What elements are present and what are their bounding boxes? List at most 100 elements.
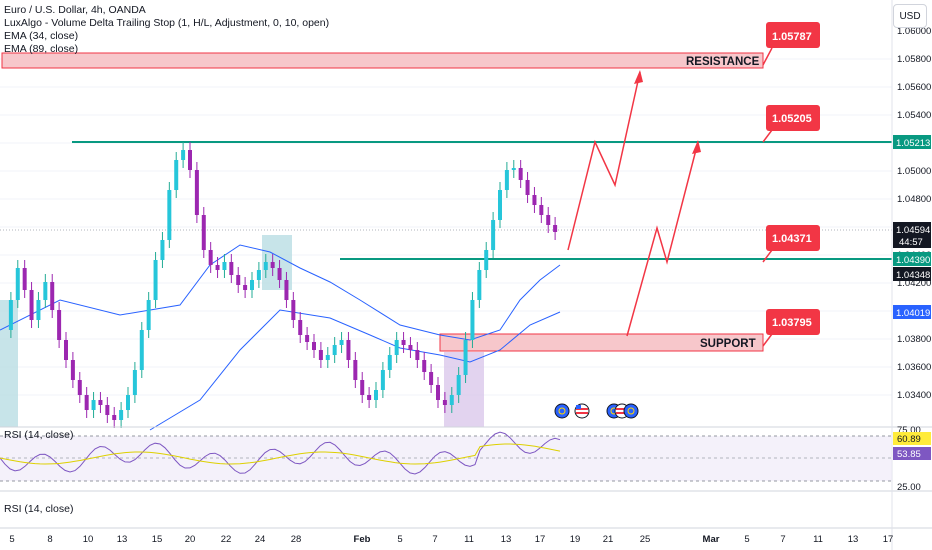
candle-body <box>539 205 544 215</box>
candle-body <box>436 385 440 400</box>
candle-body <box>380 370 385 390</box>
indicator-ema-89[interactable]: EMA (89, close) <box>4 43 79 55</box>
resistance-zone[interactable] <box>1 52 764 69</box>
resistance-zone-label: RESISTANCE <box>686 56 760 68</box>
candle-body <box>284 280 289 300</box>
eu-flag-icon[interactable] <box>554 403 570 419</box>
rsi-ma-line <box>0 443 561 465</box>
candle-body <box>8 300 13 330</box>
candle-body <box>484 250 489 270</box>
time-tick-label: 5 <box>744 534 749 545</box>
candle-body <box>463 340 468 375</box>
symbol-title[interactable]: Euro / U.S. Dollar, 4h, OANDA <box>4 4 146 16</box>
candle-body <box>64 340 68 360</box>
candle-body <box>22 268 27 290</box>
candle-body <box>415 350 420 360</box>
candle-body <box>119 410 124 420</box>
candle-body <box>470 300 475 340</box>
price-tick-label: 1.05800 <box>897 54 931 65</box>
candle-body <box>263 262 268 270</box>
price-tick-top: 1.06000 <box>897 26 931 37</box>
eu-flag-icon-3[interactable] <box>623 403 639 419</box>
time-tick-label: 19 <box>570 534 581 545</box>
candle-body <box>36 300 41 320</box>
candle-body <box>518 168 523 180</box>
support-zone[interactable] <box>439 333 764 352</box>
candle-body <box>332 345 337 355</box>
projection-arrowhead-1 <box>634 70 643 84</box>
rsi-upper-label: 75.00 <box>897 425 921 436</box>
price-tick-label: 1.05000 <box>897 166 931 177</box>
svg-text:1.04348: 1.04348 <box>896 270 930 281</box>
time-tick-label: Mar <box>703 534 720 545</box>
svg-text:1.05787: 1.05787 <box>772 31 812 43</box>
indicator-trailing-stop[interactable]: LuxAlgo - Volume Delta Trailing Stop (1,… <box>4 17 330 29</box>
time-tick-label: 15 <box>152 534 163 545</box>
candle-body <box>394 340 399 355</box>
candle-body <box>174 160 179 190</box>
price-tick-label: 1.03800 <box>897 334 931 345</box>
callout-4[interactable]: 1.03795 <box>762 309 820 347</box>
indicator-rsi[interactable]: RSI (14, close) <box>4 429 74 441</box>
candle-body <box>339 340 344 345</box>
currency-button[interactable]: USD <box>893 4 927 28</box>
candle-body <box>15 268 20 300</box>
svg-text:1.04390: 1.04390 <box>896 255 930 266</box>
candle-body <box>456 375 461 395</box>
time-tick-label: 7 <box>780 534 785 545</box>
svg-text:1.04594: 1.04594 <box>896 225 930 236</box>
candle-body <box>43 282 48 300</box>
indicator-rsi-pane-2[interactable]: RSI (14, close) <box>4 503 74 515</box>
price-tick-label: 1.03600 <box>897 362 931 373</box>
candle-body <box>346 340 351 360</box>
svg-text:1.04019: 1.04019 <box>896 308 930 319</box>
candle-body <box>194 170 199 215</box>
candle-body <box>442 400 447 405</box>
candle-body <box>532 195 537 205</box>
time-tick-label: 22 <box>221 534 232 545</box>
price-tick-label: 1.04800 <box>897 194 931 205</box>
rsi-yellow-tag: 60.89 <box>893 432 931 445</box>
last-price-tag: 1.04594 44:57 <box>893 222 931 248</box>
rsi-line <box>0 431 561 475</box>
candle-body <box>132 370 137 395</box>
candle-body <box>498 190 502 220</box>
ema-34-line <box>0 244 561 341</box>
candle-body <box>353 360 358 380</box>
svg-text:60.89: 60.89 <box>897 434 921 445</box>
svg-text:53.85: 53.85 <box>897 449 921 460</box>
time-tick-label: 5 <box>397 534 402 545</box>
projection-arrowhead-2 <box>692 140 701 154</box>
callout-1[interactable]: 1.05787 <box>762 22 820 66</box>
us-flag-icon[interactable] <box>574 403 590 419</box>
candle-body <box>408 345 413 350</box>
time-tick-label: 13 <box>501 534 512 545</box>
candle-body <box>112 415 117 420</box>
svg-text:1.03795: 1.03795 <box>772 317 812 329</box>
candle-body <box>29 290 34 320</box>
price-tick-label: 1.05400 <box>897 110 931 121</box>
time-tick-label: 13 <box>848 534 859 545</box>
time-tick-label: 17 <box>535 534 546 545</box>
callout-3[interactable]: 1.04371 <box>762 225 820 263</box>
rsi-purple-tag: 53.85 <box>893 447 931 460</box>
candle-body <box>325 355 330 360</box>
candle-body <box>126 395 130 410</box>
time-tick-label: 13 <box>117 534 128 545</box>
time-tick-label: Feb <box>354 534 371 545</box>
candle-body <box>511 168 516 170</box>
time-tick-label: 25 <box>640 534 651 545</box>
callout-2[interactable]: 1.05205 <box>762 105 820 143</box>
time-tick-label: 24 <box>255 534 266 545</box>
candle-body <box>291 300 296 320</box>
candle-body <box>98 400 103 405</box>
indicator-ema-34[interactable]: EMA (34, close) <box>4 30 79 42</box>
candle-body <box>146 300 151 330</box>
candle-body <box>77 380 82 395</box>
candle-body <box>312 342 316 350</box>
time-tick-label: 11 <box>813 534 823 545</box>
candle-body <box>525 180 530 195</box>
candle-body <box>429 372 434 385</box>
time-tick-label: 28 <box>291 534 302 545</box>
